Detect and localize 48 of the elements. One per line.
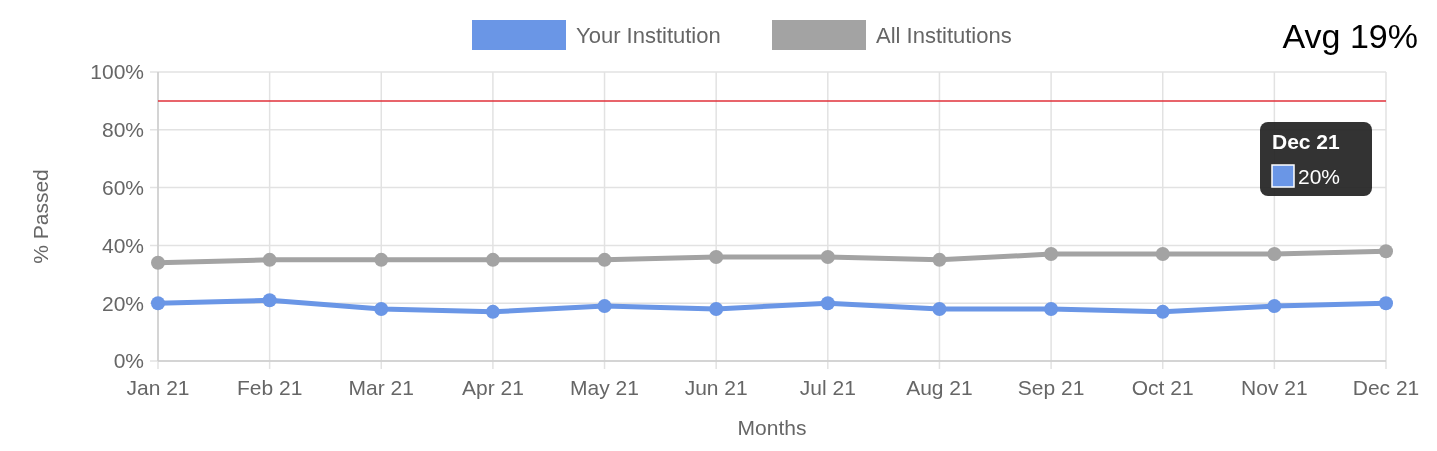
point [1379, 296, 1393, 311]
x-axis-title: Months [737, 416, 807, 439]
point [485, 252, 500, 267]
y-axis-title: % Passed [29, 169, 52, 264]
legend-label: Your Institution [576, 22, 721, 48]
point [1155, 304, 1170, 319]
point [1267, 247, 1282, 262]
point [1379, 244, 1393, 259]
x-tick-label: Oct 21 [1131, 376, 1194, 399]
point [151, 296, 165, 311]
x-tick-label: Nov 21 [1241, 376, 1308, 399]
y-tick-label: 60% [101, 175, 144, 199]
point [1155, 247, 1170, 262]
point [597, 299, 612, 314]
legend-label: All Institutions [876, 22, 1012, 48]
point [932, 252, 947, 267]
x-tick-label: Jun 21 [684, 376, 748, 399]
point [374, 252, 389, 267]
point [820, 249, 835, 264]
point [1044, 247, 1059, 262]
point [820, 296, 835, 311]
y-tick-label: 0% [113, 349, 144, 373]
x-tick-label: May 21 [570, 376, 639, 399]
point [1267, 299, 1282, 314]
x-tick-label: Aug 21 [906, 376, 973, 399]
x-tick-label: Dec 21 [1352, 376, 1420, 399]
x-tick-label: Mar 21 [348, 376, 414, 399]
x-tick-label: Jan 21 [126, 376, 190, 399]
point [1044, 301, 1059, 316]
y-tick-label: 20% [101, 291, 144, 315]
point [709, 249, 724, 264]
text: Avg 19% [1282, 17, 1418, 55]
y-tick-label: 80% [101, 118, 144, 142]
point [485, 304, 500, 319]
point [262, 252, 277, 267]
y-tick-label: 40% [101, 233, 144, 257]
y-tick-label: 100% [90, 60, 144, 84]
point [262, 293, 277, 308]
point [374, 301, 389, 316]
x-tick-label: Jul 21 [799, 376, 856, 399]
x-tick-label: Apr 21 [461, 376, 524, 399]
x-tick-label: Sep 21 [1017, 376, 1085, 399]
x-tick-label: Feb 21 [236, 376, 303, 399]
point [151, 255, 165, 270]
annotation: Dec 21 20% [1272, 130, 1341, 189]
point [597, 252, 612, 267]
point [932, 301, 947, 316]
point [709, 301, 724, 316]
